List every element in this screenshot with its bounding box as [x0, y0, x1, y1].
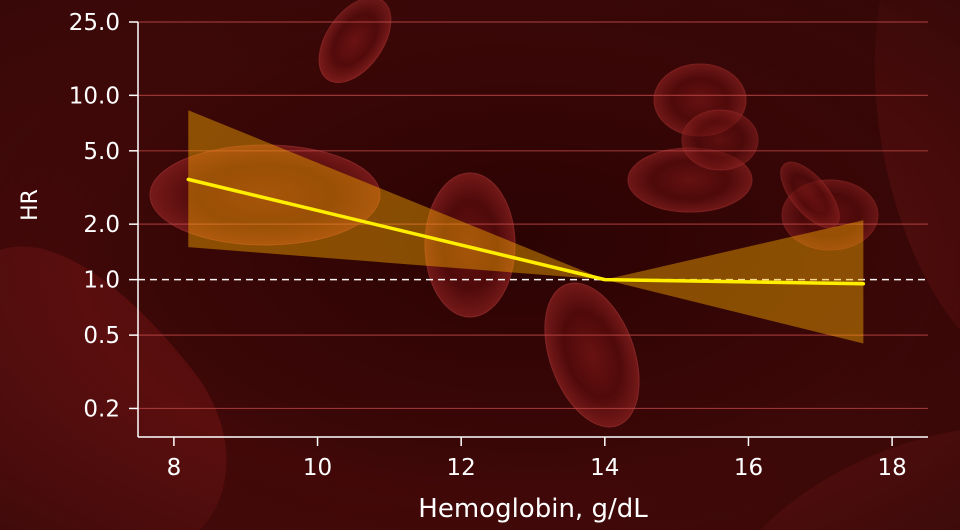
y-tick-label: 10.0 — [69, 83, 120, 109]
x-axis-title: Hemoglobin, g/dL — [418, 494, 648, 524]
y-tick-label: 0.5 — [83, 323, 120, 349]
grid-lines — [138, 21, 928, 410]
x-tick-label: 10 — [303, 455, 332, 481]
x-tick-label: 8 — [167, 455, 182, 481]
y-tick-label: 25.0 — [69, 10, 120, 36]
x-tick-label: 18 — [877, 455, 906, 481]
y-axis-title: HR — [18, 189, 43, 221]
confidence-band — [188, 110, 864, 344]
x-tick-label: 12 — [447, 455, 476, 481]
y-tick-label: 0.2 — [83, 396, 120, 422]
y-tick-label: 2.0 — [83, 212, 120, 238]
hr-line — [186, 177, 866, 286]
x-tick-label: 16 — [734, 455, 763, 481]
confidence-band-layer — [188, 110, 864, 344]
y-tick-label: 1.0 — [83, 268, 120, 294]
axes: 0.2 0.5 1.0 2.0 5.0 10.0 25.0 8 10 12 14 16 18 — [69, 10, 928, 481]
x-tick-label: 14 — [590, 455, 619, 481]
y-tick-label: 5.0 — [83, 139, 120, 165]
hr-line-layer — [186, 177, 866, 286]
